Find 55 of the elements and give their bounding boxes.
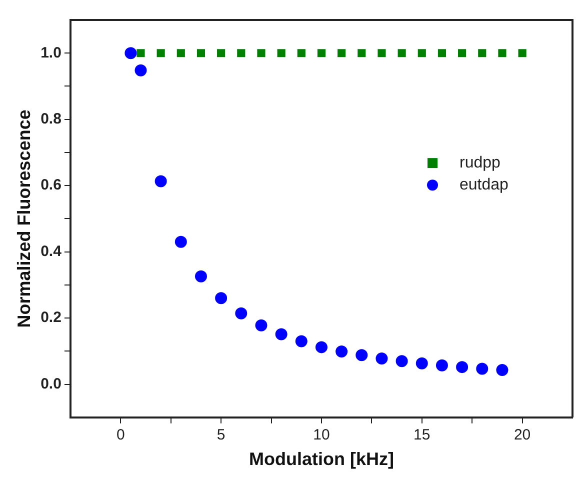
point (237, 49, 246, 58)
point (378, 49, 386, 58)
y-axis-title: Normalized Fluorescence (14, 110, 34, 328)
point (376, 352, 388, 364)
point (418, 49, 426, 58)
point (154, 175, 167, 188)
point (174, 236, 187, 248)
point (297, 49, 306, 58)
point (315, 341, 328, 354)
point (476, 362, 488, 375)
point (134, 64, 147, 76)
point (275, 328, 288, 340)
y-tick-label: 0.8 (40, 110, 62, 128)
point (496, 364, 508, 376)
point (358, 49, 366, 58)
point (498, 49, 506, 58)
point (217, 49, 226, 58)
y-tick-label: 0.6 (40, 176, 62, 194)
point (398, 49, 406, 58)
point (416, 357, 428, 370)
legend-label: rudpp (460, 154, 501, 172)
point (336, 346, 348, 358)
point (277, 49, 286, 58)
point (396, 355, 408, 368)
point (436, 359, 448, 372)
point (196, 49, 206, 58)
x-tick-label: 0 (116, 426, 125, 444)
y-tick-label: 1.0 (40, 44, 62, 62)
point (124, 47, 137, 60)
point (338, 49, 346, 58)
point (255, 319, 268, 332)
point (257, 49, 266, 58)
legend-label: eutdap (460, 176, 509, 194)
x-tick-label: 15 (414, 426, 430, 444)
x-tick-label: 5 (216, 426, 226, 444)
point (235, 307, 248, 320)
point (215, 292, 228, 304)
y-tick-label: 0.2 (40, 309, 62, 326)
point (176, 49, 185, 58)
point (438, 49, 446, 58)
y-tick-label: 0.4 (40, 242, 62, 260)
point (156, 49, 165, 58)
point (136, 49, 145, 58)
x-tick-label: 20 (514, 426, 531, 444)
point (194, 270, 207, 282)
x-axis-title: Modulation [kHz] (248, 449, 394, 470)
point (295, 335, 308, 348)
point (458, 49, 466, 58)
point (478, 49, 486, 58)
point (317, 49, 326, 58)
point (456, 361, 468, 374)
y-tick-label: 0.0 (40, 375, 62, 392)
x-tick-label: 10 (313, 426, 330, 444)
point (518, 49, 526, 58)
point (356, 349, 368, 362)
